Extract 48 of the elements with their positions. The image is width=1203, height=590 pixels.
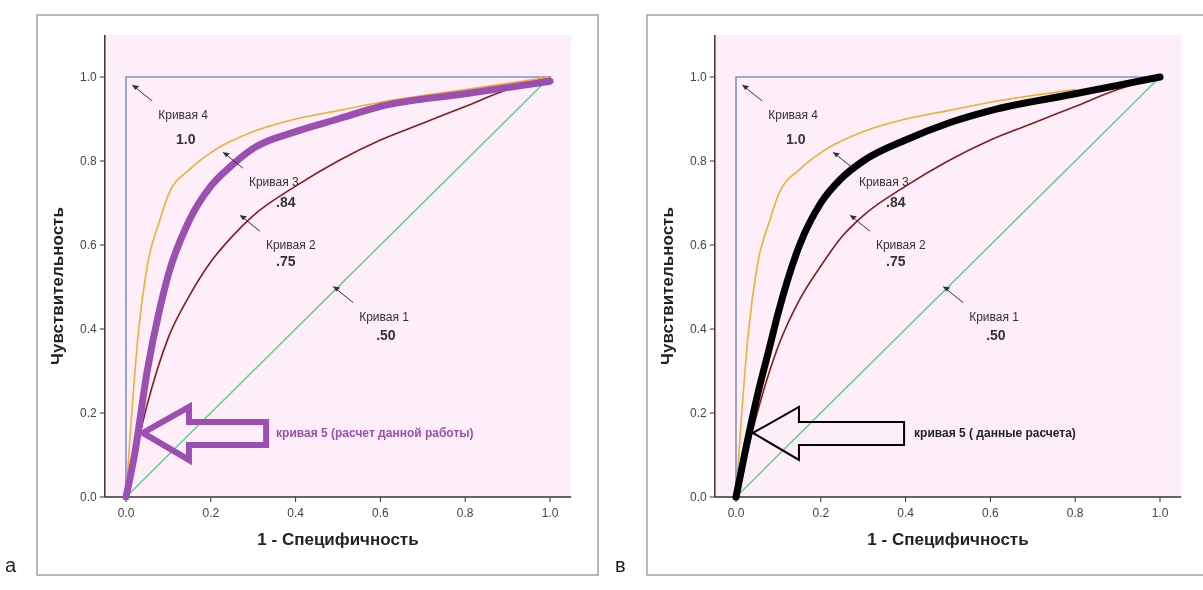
annotation: кривая 5 (расчет данной работы) <box>276 425 474 440</box>
x-tick-label: 0.4 <box>287 506 305 520</box>
y-tick-label: 0.6 <box>690 238 708 252</box>
annotation: Кривая 1 <box>969 309 1020 324</box>
x-tick-label: 0.8 <box>456 506 474 520</box>
annotation: Кривая 1 <box>359 309 410 324</box>
y-tick-label: 0.2 <box>690 406 708 420</box>
annotation: Кривая 4 <box>158 108 209 122</box>
annotation: .75 <box>886 253 906 269</box>
x-tick-label: 1.0 <box>1151 506 1169 520</box>
annotation: .50 <box>376 326 396 343</box>
x-tick-label: 0.8 <box>1066 506 1084 520</box>
annotation: .75 <box>276 253 296 269</box>
x-tick-label: 0.2 <box>202 506 220 520</box>
annotation: Кривая 4 <box>768 108 819 122</box>
annotation: .84 <box>886 194 906 211</box>
y-tick-label: 0.0 <box>80 490 98 504</box>
annotation: 1.0 <box>176 131 196 148</box>
annotation: .50 <box>986 326 1006 343</box>
y-tick-label: 0.4 <box>80 322 98 336</box>
y-axis-title: Чувствительность <box>657 207 677 365</box>
annotation: Кривая 2 <box>265 238 317 253</box>
annotation: Кривая 3 <box>858 175 910 190</box>
x-tick-label: 0.6 <box>982 506 1000 520</box>
y-tick-label: 0.2 <box>80 406 98 420</box>
x-tick-label: 0.4 <box>897 506 915 520</box>
y-tick-label: 0.8 <box>80 154 98 168</box>
y-axis-title: Чувствительность <box>47 207 67 365</box>
y-tick-label: 0.4 <box>690 322 708 336</box>
x-tick-label: 1.0 <box>541 506 559 520</box>
y-tick-label: 1.0 <box>690 70 708 84</box>
x-tick-label: 0.0 <box>117 506 135 520</box>
x-tick-label: 0.0 <box>727 506 745 520</box>
x-axis-title: 1 - Специфичность <box>257 530 419 549</box>
text: в <box>615 554 626 576</box>
y-tick-label: 0.6 <box>80 238 98 252</box>
y-tick-label: 0.0 <box>690 490 708 504</box>
x-tick-label: 0.2 <box>812 506 830 520</box>
annotation: кривая 5 ( данные расчета) <box>914 425 1076 440</box>
y-tick-label: 0.8 <box>690 154 708 168</box>
text: а <box>5 554 17 576</box>
x-axis-title: 1 - Специфичность <box>867 530 1029 549</box>
y-tick-label: 1.0 <box>80 70 98 84</box>
x-tick-label: 0.6 <box>372 506 390 520</box>
annotation: Кривая 2 <box>875 238 927 253</box>
annotation: .84 <box>276 194 296 211</box>
annotation: Кривая 3 <box>248 175 300 190</box>
annotation: 1.0 <box>786 131 806 148</box>
